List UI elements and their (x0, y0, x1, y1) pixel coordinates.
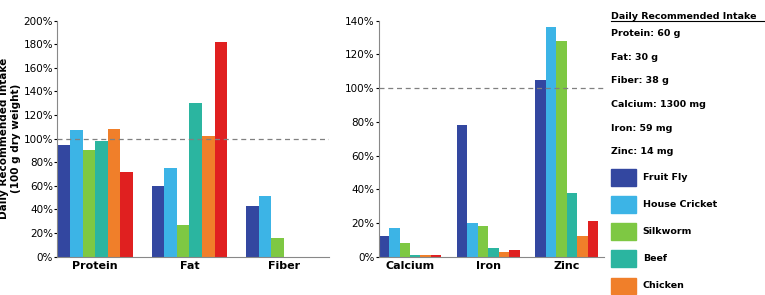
Bar (246, 206, 259, 257)
Bar (399, 243, 410, 257)
Bar (611, 223, 636, 240)
Bar (546, 27, 556, 257)
Bar (57, 145, 70, 257)
Text: Iron: 59 mg: Iron: 59 mg (611, 124, 672, 133)
Bar (202, 136, 214, 257)
Text: Beef: Beef (643, 254, 666, 263)
Text: Fiber: 38 g: Fiber: 38 g (611, 76, 669, 86)
Bar (271, 238, 284, 257)
Text: House Cricket: House Cricket (643, 200, 717, 209)
Bar (83, 150, 95, 257)
Text: Calcium: 1300 mg: Calcium: 1300 mg (611, 100, 706, 109)
Text: Fat: 30 g: Fat: 30 g (611, 53, 659, 62)
Bar (177, 225, 190, 257)
Bar (70, 130, 83, 257)
Text: Protein: 60 g: Protein: 60 g (611, 29, 681, 38)
Bar (95, 141, 108, 257)
Bar (577, 236, 588, 257)
Bar (467, 223, 478, 257)
Bar (499, 252, 509, 257)
Text: Daily Recommended Intake: Daily Recommended Intake (611, 12, 757, 21)
Bar (259, 196, 271, 257)
Bar (164, 168, 177, 257)
Bar (478, 226, 488, 257)
Bar (151, 186, 164, 257)
Y-axis label: Daily Recommended Intake
(100 g dry weight): Daily Recommended Intake (100 g dry weig… (0, 58, 21, 219)
Bar (421, 255, 431, 257)
Bar (190, 103, 202, 257)
Bar (556, 41, 567, 257)
Bar (611, 169, 636, 186)
Text: Fruit Fly: Fruit Fly (643, 173, 687, 182)
Text: Chicken: Chicken (643, 281, 685, 290)
Text: Silkworm: Silkworm (643, 227, 692, 236)
Bar (108, 129, 120, 257)
Text: Zinc: 14 mg: Zinc: 14 mg (611, 147, 674, 156)
Bar (431, 255, 441, 257)
Bar (588, 221, 598, 257)
Bar (410, 255, 421, 257)
Bar (611, 250, 636, 267)
Bar (120, 172, 133, 257)
Bar (214, 42, 227, 257)
Bar (379, 236, 389, 257)
Bar (488, 248, 499, 257)
Bar (567, 193, 577, 257)
Bar (536, 80, 546, 257)
Bar (509, 250, 519, 257)
Bar (611, 278, 636, 294)
Bar (389, 228, 399, 257)
Bar (457, 125, 467, 257)
Bar (611, 196, 636, 213)
